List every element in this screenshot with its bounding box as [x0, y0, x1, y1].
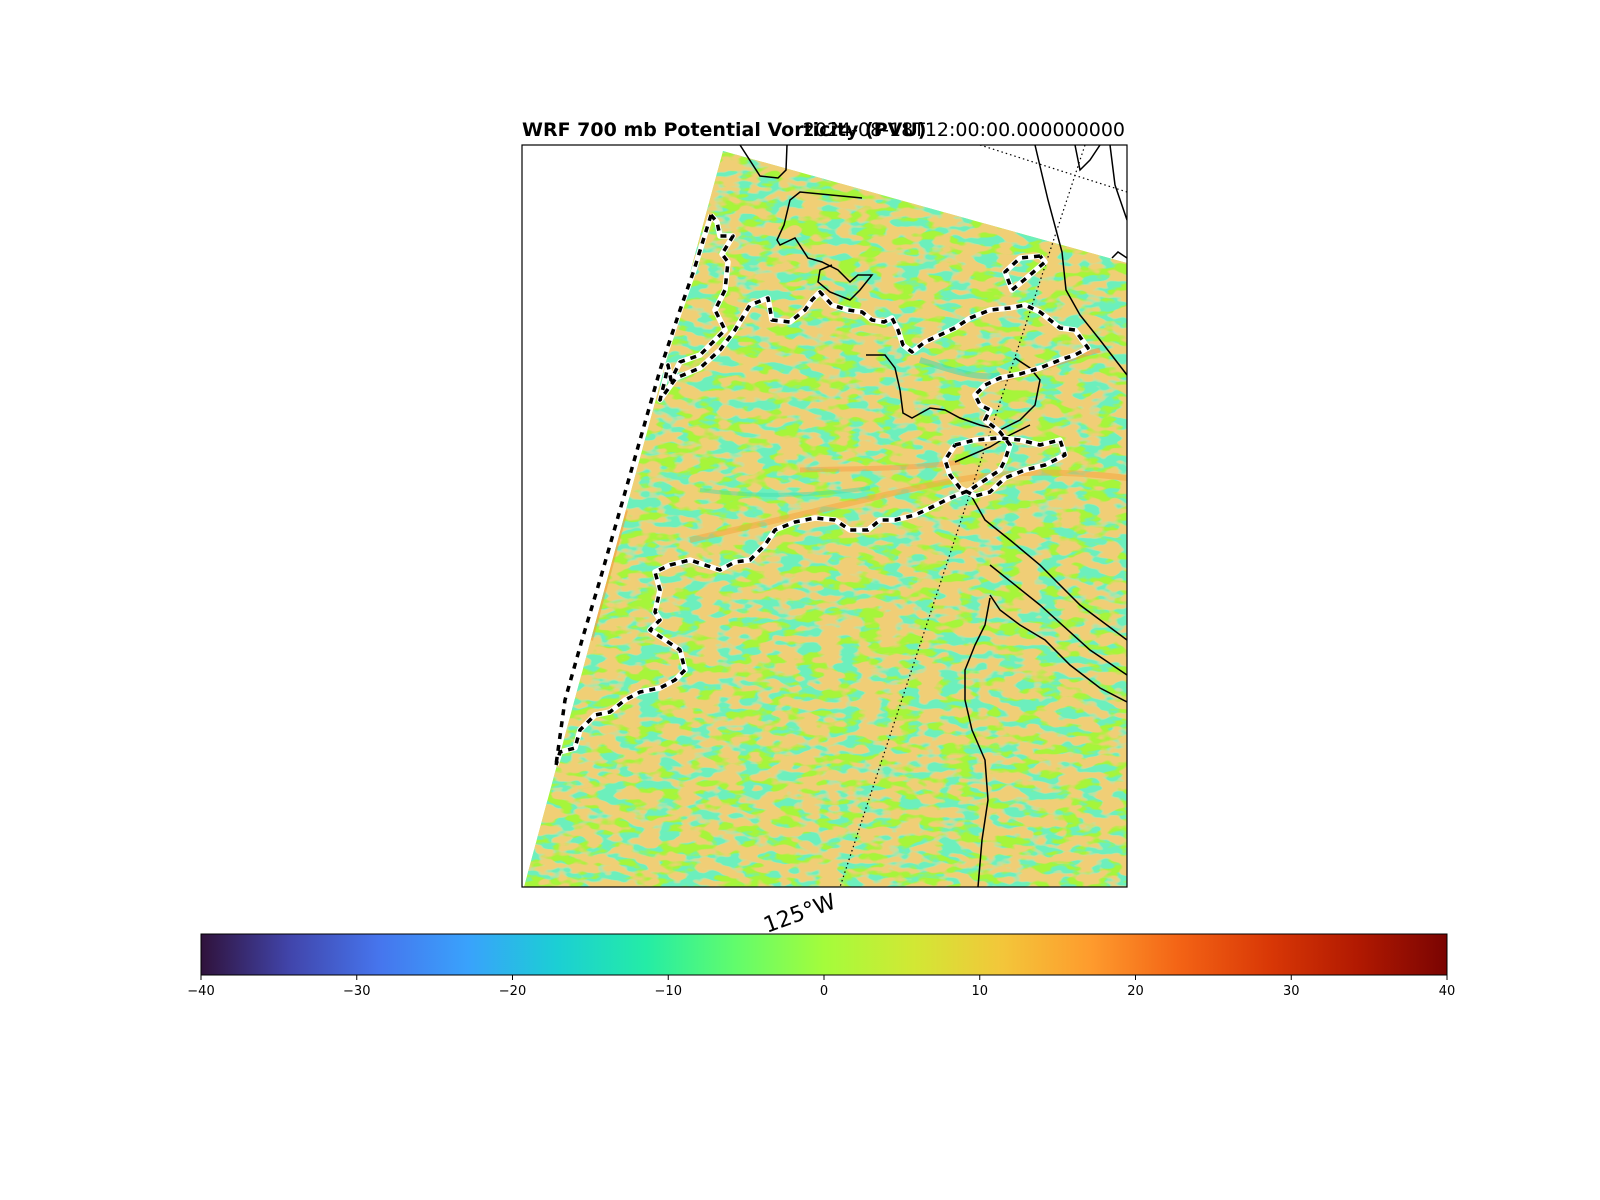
pv-band-2	[799, 459, 961, 473]
coastline-south	[964, 597, 991, 887]
colorbar-tick-label: 0	[820, 984, 828, 999]
graticule	[839, 145, 1127, 887]
colorbar-bar	[200, 933, 1448, 976]
coastline-bay	[866, 354, 1041, 431]
coastline-north	[739, 145, 788, 179]
colorbar-tick-label: 40	[1439, 984, 1456, 999]
coastline-inlet	[1034, 145, 1127, 376]
colorbar-tick-label: 20	[1127, 984, 1144, 999]
colorbar-tick-label: −10	[655, 984, 682, 999]
coastline-island	[776, 191, 874, 301]
colorbar-tick-label: −40	[187, 984, 214, 999]
coastline-ne-2	[1109, 145, 1127, 221]
pv-contours	[553, 213, 1091, 766]
colorbar-tick-label: 30	[1283, 984, 1300, 999]
pv-band-1	[689, 469, 1127, 543]
parallel-line	[979, 145, 1127, 193]
coastline-strait	[954, 424, 1031, 463]
colorbar-tick-label: −20	[499, 984, 526, 999]
coastline-river	[989, 594, 1127, 703]
colorbar: −40 −30 −20 −10 0 10 20 30 40	[187, 933, 1455, 999]
longitude-label-125w: 125°W	[761, 889, 840, 938]
pv-contour-loop-white	[942, 435, 1068, 499]
pv-contour-main-white	[553, 213, 1091, 766]
pv-cyan-1	[919, 357, 1001, 380]
colorbar-ticks: −40 −30 −20 −10 0 10 20 30 40	[187, 975, 1455, 999]
coastline-ne-1	[1074, 145, 1101, 172]
chart-title: WRF 700 mb Potential Vorticity (PVU)	[522, 119, 926, 141]
pv-contour-east-white	[1002, 253, 1048, 293]
map-frame	[521, 144, 1128, 888]
map-panel	[524, 145, 1127, 887]
coastline-sound	[989, 564, 1127, 676]
pv-cyan-2	[699, 486, 871, 497]
pv-contour-edge-white	[553, 214, 714, 766]
valid-time-label: 2024-08-18T12:00:00.000000000	[803, 119, 1125, 141]
coastlines	[739, 145, 1127, 887]
coastline-ne-3	[1111, 251, 1127, 259]
colorbar-tick-label: −30	[343, 984, 370, 999]
colorbar-tick-label: 10	[971, 984, 988, 999]
coastline-delta	[967, 489, 1127, 641]
